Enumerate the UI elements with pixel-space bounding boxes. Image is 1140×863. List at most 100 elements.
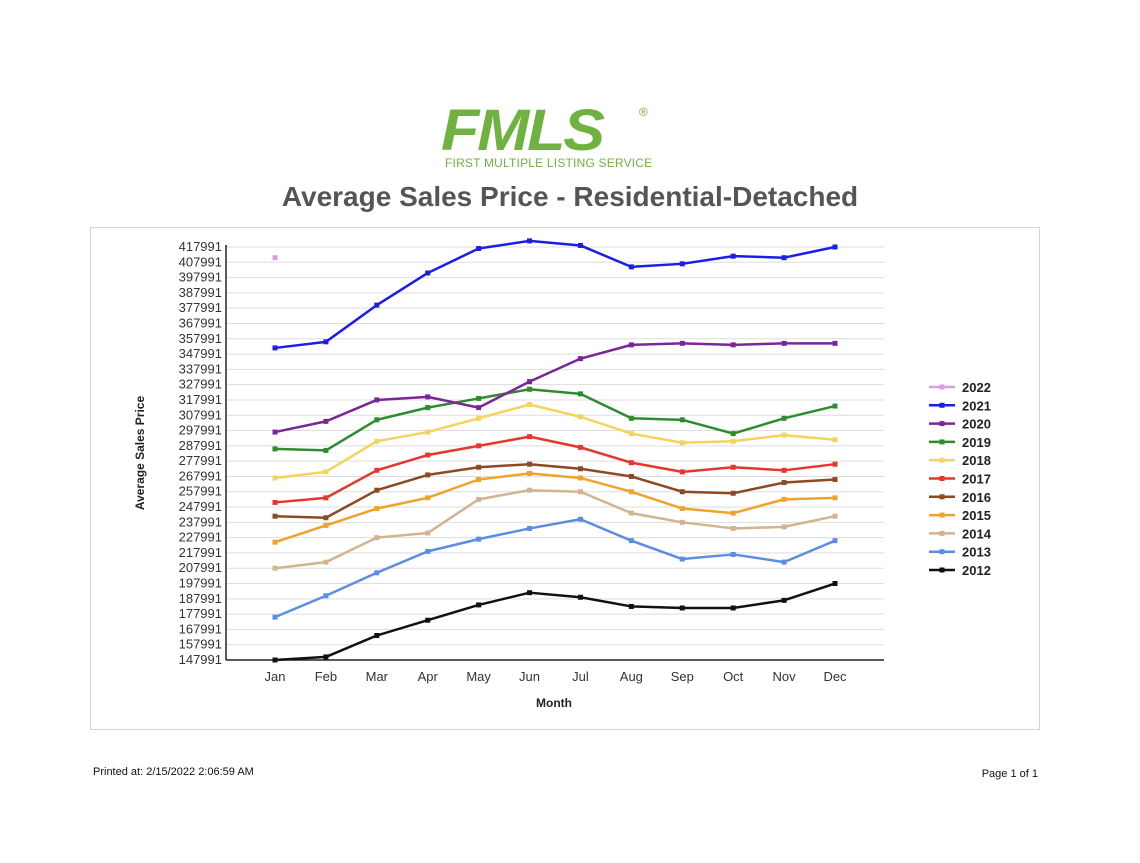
data-point — [272, 513, 278, 519]
y-tick-label: 177991 — [179, 606, 222, 621]
data-point — [374, 417, 380, 423]
data-point — [577, 242, 583, 248]
x-tick-label: Apr — [418, 669, 439, 684]
data-point — [781, 467, 787, 473]
y-tick-label: 227991 — [179, 530, 222, 545]
legend-item-2015: 2015 — [929, 508, 991, 523]
legend-label: 2021 — [962, 398, 991, 413]
data-point — [577, 444, 583, 450]
series-2016 — [272, 461, 838, 521]
data-point — [679, 506, 685, 512]
legend-label: 2017 — [962, 472, 991, 487]
legend-swatch-marker — [939, 476, 945, 481]
legend-swatch-marker — [939, 421, 945, 427]
printed-at: Printed at: 2/15/2022 2:06:59 AM — [93, 766, 254, 778]
data-point — [323, 339, 329, 345]
y-tick-label: 197991 — [179, 576, 222, 591]
data-point — [832, 513, 838, 519]
data-point — [374, 302, 380, 308]
data-point — [425, 495, 431, 501]
data-point — [832, 476, 838, 482]
legend-swatch-marker — [939, 402, 945, 408]
legend-item-2017: 2017 — [929, 472, 991, 487]
legend-item-2012: 2012 — [929, 563, 991, 578]
y-tick-label: 297991 — [179, 423, 222, 438]
y-tick-label: 417991 — [179, 239, 222, 254]
legend-swatch-marker — [939, 384, 945, 390]
x-tick-label: Mar — [366, 669, 389, 684]
y-tick-label: 147991 — [179, 652, 222, 667]
data-point — [374, 535, 380, 541]
x-tick-label: Nov — [773, 669, 797, 684]
chart-title: Average Sales Price - Residential-Detach… — [281, 181, 859, 212]
data-point — [374, 467, 380, 473]
legend-item-2021: 2021 — [929, 398, 991, 413]
data-point — [730, 551, 736, 557]
data-point — [577, 475, 583, 481]
y-tick-label: 337991 — [179, 361, 222, 376]
x-tick-label: Jan — [265, 669, 286, 684]
data-point — [527, 434, 533, 440]
data-point — [374, 438, 380, 444]
data-point — [628, 538, 634, 544]
series-2021 — [272, 238, 838, 351]
data-point — [527, 590, 533, 596]
data-point — [527, 379, 533, 385]
legend-item-2013: 2013 — [929, 545, 991, 560]
series-2018 — [272, 402, 838, 481]
series-line-2019 — [274, 387, 836, 452]
legend-item-2019: 2019 — [929, 435, 991, 450]
data-point — [425, 548, 431, 554]
data-point — [425, 617, 431, 623]
data-point — [577, 516, 583, 522]
y-tick-labels: 1479911579911679911779911879911979912079… — [179, 239, 222, 667]
data-point — [628, 603, 634, 609]
data-point — [628, 510, 634, 516]
data-point — [832, 403, 838, 409]
data-point — [730, 490, 736, 496]
data-point — [527, 487, 533, 493]
series-line-2017 — [274, 435, 836, 504]
legend-item-2022: 2022 — [929, 380, 991, 395]
legend-item-2014: 2014 — [929, 526, 992, 541]
y-tick-label: 267991 — [179, 468, 222, 483]
data-point — [577, 466, 583, 472]
data-point — [425, 270, 431, 276]
data-point — [476, 536, 482, 542]
data-point — [781, 597, 787, 603]
data-point — [679, 489, 685, 495]
data-point — [476, 246, 482, 252]
data-point — [781, 415, 787, 421]
data-point — [577, 414, 583, 420]
data-point — [832, 581, 838, 587]
legend-item-2018: 2018 — [929, 453, 991, 468]
data-point — [679, 519, 685, 525]
data-point — [374, 506, 380, 512]
data-point — [730, 605, 736, 611]
data-point — [679, 340, 685, 346]
data-point — [679, 440, 685, 446]
y-tick-label: 347991 — [179, 346, 222, 361]
x-tick-label: Oct — [723, 669, 744, 684]
y-tick-label: 257991 — [179, 484, 222, 499]
data-point — [781, 480, 787, 486]
page-number: Page 1 of 1 — [981, 768, 1038, 780]
series-2022 — [272, 255, 278, 261]
data-point — [628, 460, 634, 466]
data-point — [425, 405, 431, 411]
legend: 2022 2021 2020 2019 2018 2017 2016 2015 2014 2013… — [929, 380, 992, 578]
legend-swatch-marker — [939, 567, 945, 573]
y-tick-label: 247991 — [179, 499, 222, 514]
series-lines — [272, 238, 838, 663]
y-tick-label: 287991 — [179, 438, 222, 453]
legend-label: 2019 — [962, 435, 991, 450]
data-point — [425, 530, 431, 536]
x-tick-label: Jul — [572, 669, 589, 684]
data-point — [272, 499, 278, 505]
y-tick-label: 377991 — [179, 300, 222, 315]
logo-wordmark: FMLS — [441, 98, 605, 163]
series-line-2020 — [274, 342, 835, 434]
data-point — [323, 593, 329, 599]
y-tick-label: 207991 — [179, 560, 222, 575]
